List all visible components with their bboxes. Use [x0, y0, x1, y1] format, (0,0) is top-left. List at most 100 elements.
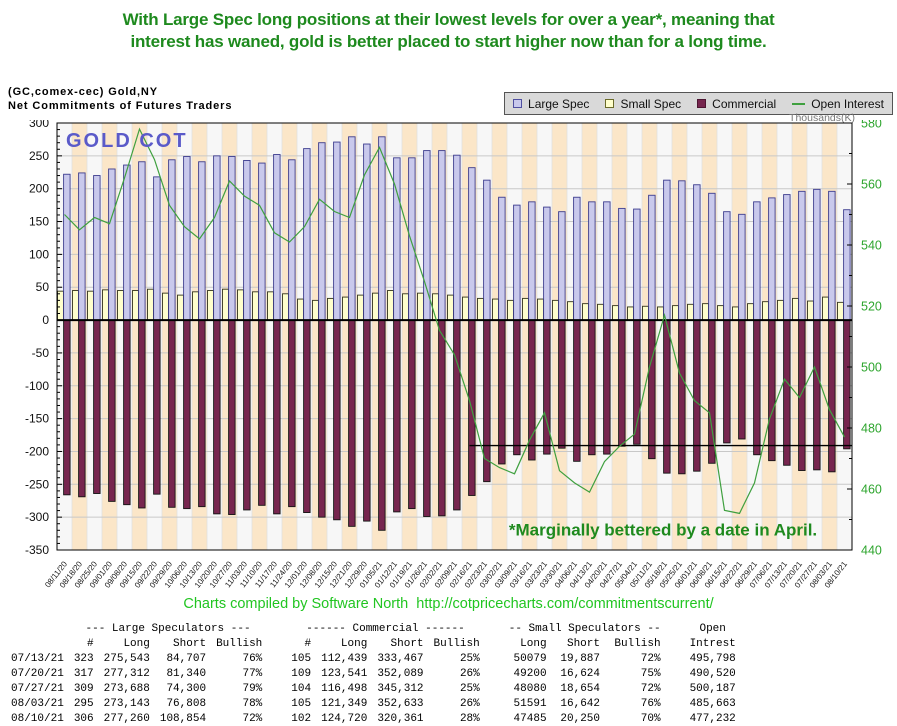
svg-text:560: 560 [861, 178, 882, 192]
svg-text:150: 150 [29, 215, 49, 229]
table-cell: 08/10/21 [11, 712, 64, 725]
table-cell: 76,808 [166, 697, 207, 710]
table-body: 07/13/21 323 275,543 84,707 76% 105 112,439 333… [6, 651, 741, 726]
table-cell: 277,260 [103, 712, 150, 725]
table-column-header: Long [340, 637, 368, 650]
table-cell: 295 [73, 697, 94, 710]
table-cell: 08/03/21 [11, 697, 64, 710]
svg-text:-50: -50 [32, 346, 50, 360]
svg-text:-100: -100 [25, 379, 49, 393]
table-column-header-row: # Long Short Bullish # Long Short Bullish Long Sh… [6, 636, 741, 651]
svg-text:0: 0 [42, 313, 49, 327]
small-spec-swatch-icon [605, 99, 615, 108]
table-cell: 72% [640, 652, 661, 665]
table-group-header-row: --- Large Speculators --- ------ Commerci… [6, 621, 741, 636]
x-axis-date-labels: 08/11/2008/18/2008/25/2009/01/2009/08/20… [43, 559, 849, 590]
table-group-header: -- Small Speculators -- [508, 622, 661, 635]
table-cell: 309 [73, 682, 94, 695]
open-interest-line-icon [792, 102, 806, 105]
instrument-label: (GC,comex-cec) Gold,NY [8, 86, 158, 98]
table-cell: 112,439 [321, 652, 368, 665]
table-column-header: Short [566, 637, 600, 650]
chart-header: (GC,comex-cec) Gold,NY Net Commitments o… [8, 85, 232, 114]
table-cell: 317 [73, 667, 94, 680]
table-cell: 75% [640, 667, 661, 680]
cot-summary-table: --- Large Speculators --- ------ Commerci… [6, 621, 741, 726]
table-cell: 320,361 [377, 712, 424, 725]
table-cell: 81,340 [166, 667, 207, 680]
table-cell: 26% [459, 697, 480, 710]
table-cell: 121,349 [321, 697, 368, 710]
svg-text:480: 480 [861, 422, 882, 436]
table-cell: 123,541 [321, 667, 368, 680]
table-cell: 116,498 [321, 682, 368, 695]
table-cell: 70% [640, 712, 661, 725]
commercial-swatch-icon [697, 99, 707, 108]
table-cell: 495,798 [689, 652, 736, 665]
svg-text:500: 500 [861, 361, 882, 375]
table-cell: 477,232 [689, 712, 736, 725]
table-group-header [6, 621, 69, 636]
table-cell: 485,663 [689, 697, 736, 710]
table-cell: 345,312 [377, 682, 424, 695]
table-cell: 25% [459, 682, 480, 695]
table-column-header [6, 636, 69, 651]
table-column-header: Bullish [216, 637, 263, 650]
legend-label: Large Spec [528, 96, 590, 111]
table-cell: 108,854 [159, 712, 207, 725]
table-cell: 48080 [513, 682, 547, 695]
table-cell: 104 [291, 682, 312, 695]
svg-text:200: 200 [29, 182, 49, 196]
svg-text:250: 250 [29, 149, 49, 163]
chart-annotation-text: *Marginally bettered by a date in April. [509, 521, 817, 540]
credit-text: Charts compiled by Software North [183, 596, 409, 612]
table-cell: 273,688 [103, 682, 150, 695]
table-cell: 84,707 [166, 652, 207, 665]
table-group-header: ------ Commercial ------ [306, 622, 465, 635]
table-cell: 07/20/21 [11, 667, 64, 680]
svg-text:50: 50 [36, 280, 50, 294]
svg-text:100: 100 [29, 247, 49, 261]
svg-text:520: 520 [861, 300, 882, 314]
svg-text:-350: -350 [25, 543, 49, 557]
table-cell: 20,250 [560, 712, 600, 725]
table-cell: 18,654 [560, 682, 600, 695]
table-row: 07/20/21 317 277,312 81,340 77% 109 123,541 352… [6, 666, 741, 681]
table-cell: 275,543 [103, 652, 150, 665]
table-cell: 323 [73, 652, 94, 665]
table-cell: 28% [459, 712, 480, 725]
title-line-2: interest has waned, gold is better place… [130, 31, 767, 51]
table-group-header: Open [699, 622, 726, 635]
chart-legend: Large Spec Small Spec Commercial Open In… [504, 92, 893, 115]
table-column-header: Bullish [614, 637, 661, 650]
table-cell: 105 [291, 652, 312, 665]
table-cell: 47485 [513, 712, 547, 725]
table-column-header: Long [123, 637, 150, 650]
legend-item-large-spec: Large Spec [513, 97, 589, 111]
table-column-header: # [87, 637, 94, 650]
table-cell: 74,300 [166, 682, 207, 695]
table-cell: 124,720 [321, 712, 368, 725]
table-column-header: Short [390, 637, 424, 650]
footer-link[interactable]: http://cotpricecharts.com/commitmentscur… [416, 596, 714, 612]
svg-text:580: 580 [861, 120, 882, 131]
svg-text:300: 300 [29, 120, 49, 130]
table-cell: 352,633 [377, 697, 424, 710]
table-row: 08/03/21 295 273,143 76,808 78% 105 121,349 352… [6, 696, 741, 711]
table-cell: 19,887 [560, 652, 600, 665]
svg-text:-200: -200 [25, 444, 49, 458]
table-cell: 500,187 [689, 682, 736, 695]
table-cell: 77% [242, 667, 263, 680]
table-cell: 306 [73, 712, 94, 725]
legend-label: Small Spec [620, 96, 682, 111]
svg-text:-250: -250 [25, 477, 49, 491]
table-cell: 16,642 [560, 697, 600, 710]
cot-chart: 300250200150100500-50-100-150-200-250-30… [25, 120, 882, 590]
svg-text:-300: -300 [25, 510, 49, 524]
svg-text:460: 460 [861, 483, 882, 497]
legend-label: Open Interest [811, 96, 884, 111]
table-cell: 76% [242, 652, 263, 665]
footer-credit: Charts compiled by Software North http:/… [0, 596, 897, 612]
legend-label: Commercial [712, 96, 777, 111]
table-cell: 79% [242, 682, 263, 695]
